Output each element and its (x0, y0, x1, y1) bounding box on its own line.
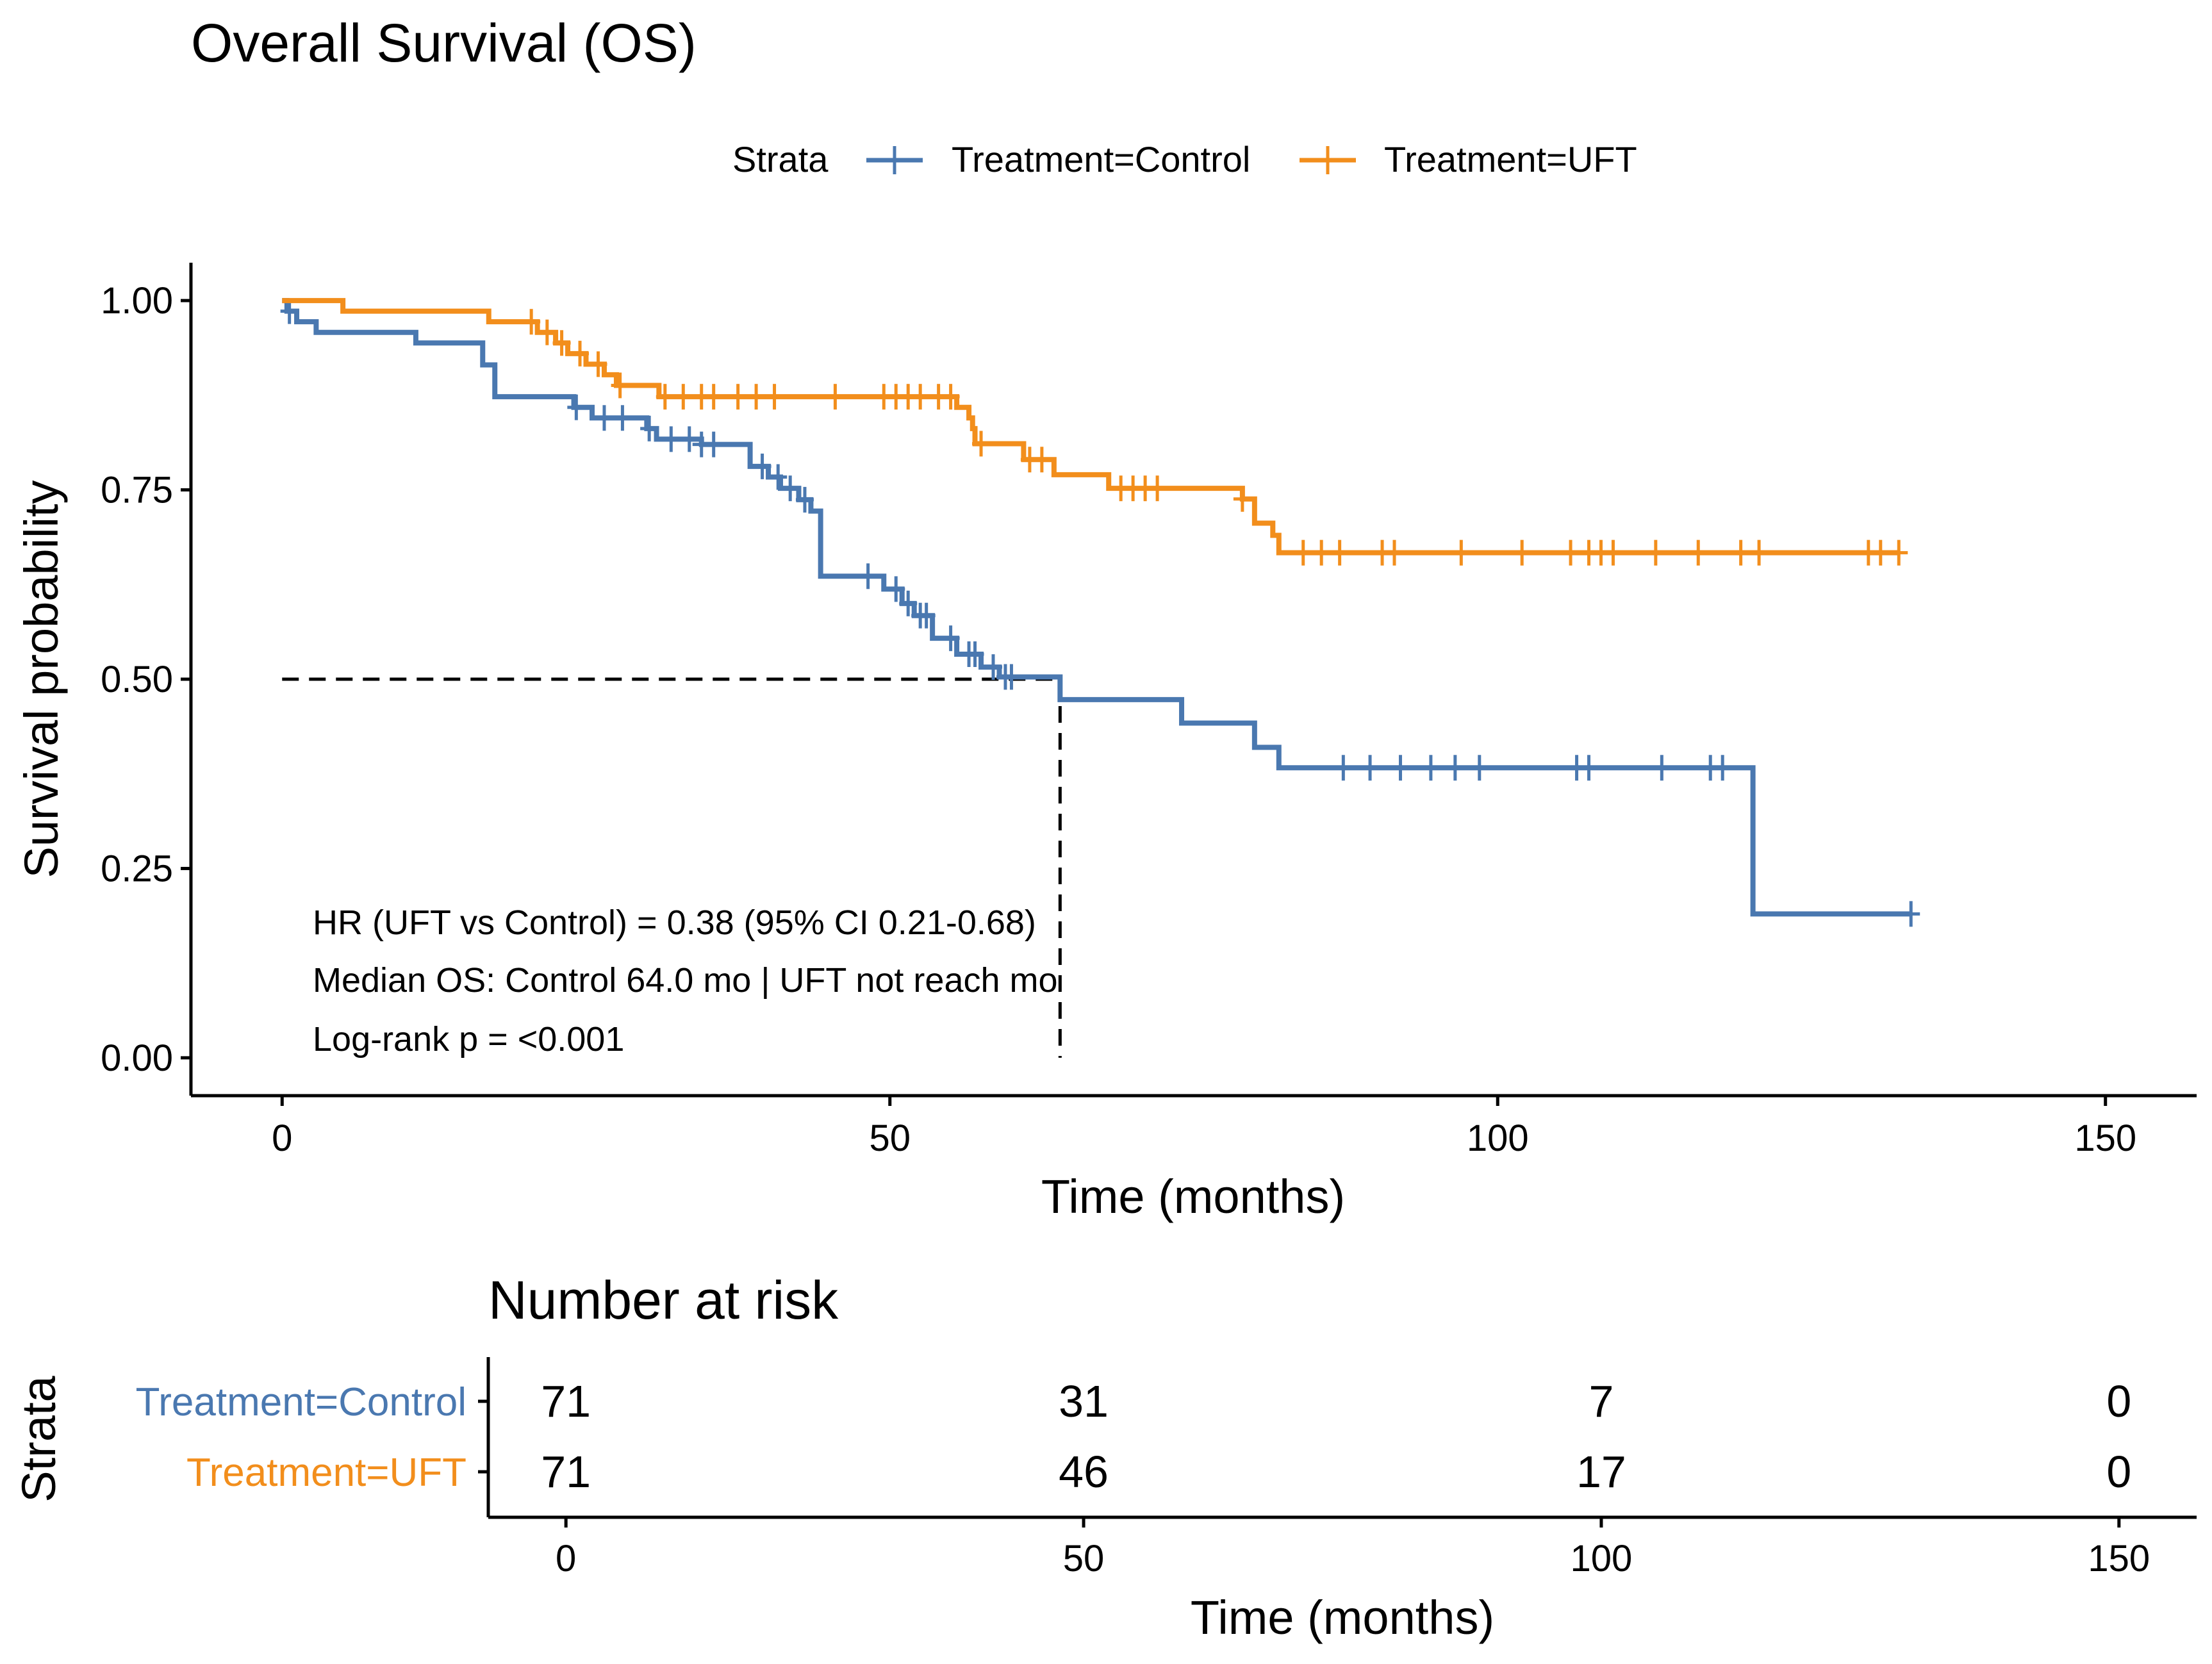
risk-count: 71 (541, 1447, 591, 1497)
risk-x-tick-label: 0 (556, 1538, 576, 1579)
legend-item-control: Treatment=Control (866, 139, 1250, 179)
risk-row-control: Treatment=Control 71 31 7 0 (136, 1376, 2132, 1426)
risk-count: 17 (1576, 1447, 1626, 1497)
risk-count: 46 (1059, 1447, 1109, 1497)
y-tick-label: 0.50 (101, 659, 173, 700)
hr-annotation: HR (UFT vs Control) = 0.38 (95% CI 0.21-… (313, 903, 1036, 942)
risk-table-rows: Treatment=Control 71 31 7 0 Treatment=UFT 71 46… (136, 1376, 2132, 1497)
y-axis-title: Survival probability (15, 480, 68, 878)
main-plot-axes: 0.00 0.25 0.50 0.75 1.00 0 50 100 150 (101, 263, 2197, 1159)
x-tick-label: 50 (869, 1117, 911, 1159)
x-tick-label: 0 (272, 1117, 292, 1159)
legend-label-uft: Treatment=UFT (1384, 139, 1637, 179)
risk-row-label: Treatment=Control (136, 1380, 466, 1424)
risk-table-title: Number at risk (488, 1270, 839, 1330)
risk-y-axis-title: Strata (12, 1375, 65, 1502)
curve-control (280, 298, 1920, 927)
risk-x-axis-title: Time (months) (1191, 1591, 1494, 1644)
survival-step-line (282, 298, 1911, 917)
risk-row-uft: Treatment=UFT 71 46 17 0 (186, 1447, 2131, 1497)
survival-curves (280, 298, 1920, 927)
risk-row-label: Treatment=UFT (186, 1451, 466, 1495)
curve-uft (282, 298, 1908, 566)
risk-count: 7 (1589, 1376, 1614, 1426)
risk-x-tick-label: 100 (1571, 1538, 1633, 1579)
risk-count: 0 (2106, 1376, 2131, 1426)
x-axis-title: Time (months) (1041, 1170, 1345, 1223)
legend-title: Strata (732, 139, 829, 179)
risk-x-tick-label: 150 (2088, 1538, 2150, 1579)
y-tick-label: 1.00 (101, 280, 173, 322)
chart-title: Overall Survival (OS) (191, 13, 697, 73)
legend: Strata Treatment=Control Treatment=UFT (732, 139, 1637, 179)
legend-item-uft: Treatment=UFT (1300, 139, 1637, 179)
y-tick-label: 0.25 (101, 848, 173, 889)
risk-count: 31 (1059, 1376, 1109, 1426)
x-tick-label: 100 (1467, 1117, 1529, 1159)
legend-label-control: Treatment=Control (952, 139, 1250, 179)
logrank-annotation: Log-rank p = <0.001 (313, 1020, 624, 1059)
x-axis-ticks: 0 50 100 150 (272, 1096, 2136, 1159)
risk-count: 0 (2106, 1447, 2131, 1497)
annotations: HR (UFT vs Control) = 0.38 (95% CI 0.21-… (313, 903, 1058, 1059)
y-axis-ticks: 0.00 0.25 0.50 0.75 1.00 (101, 280, 191, 1079)
y-tick-label: 0.75 (101, 470, 173, 511)
y-tick-label: 0.00 (101, 1037, 173, 1079)
median-reference-lines (282, 677, 1062, 1058)
risk-table: Number at risk Treatment=Control 71 31 7 0Tr… (12, 1270, 2197, 1644)
x-tick-label: 150 (2074, 1117, 2136, 1159)
risk-count: 71 (541, 1376, 591, 1426)
median-os-annotation: Median OS: Control 64.0 mo | UFT not rea… (313, 961, 1058, 1000)
risk-x-tick-label: 50 (1063, 1538, 1105, 1579)
risk-x-axis-ticks: 0 50 100 150 (556, 1517, 2150, 1579)
